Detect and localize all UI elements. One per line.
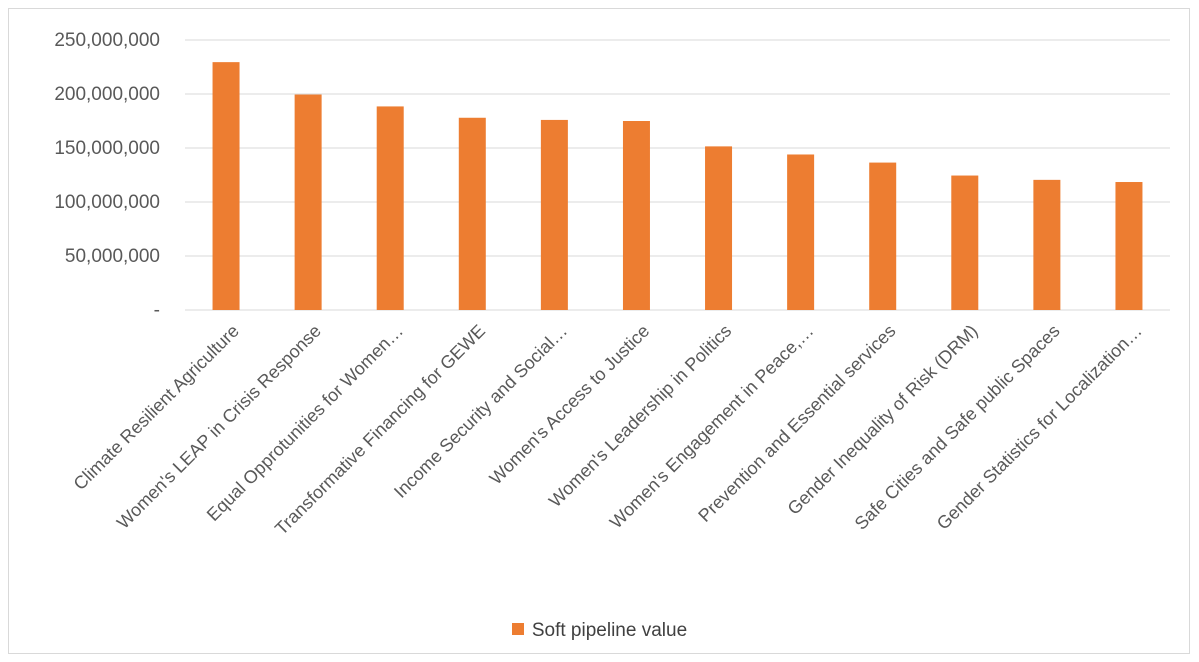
bar[interactable] <box>540 119 568 310</box>
bar[interactable] <box>294 94 322 310</box>
bar[interactable] <box>458 117 486 310</box>
legend-label: Soft pipeline value <box>531 620 688 641</box>
bar[interactable] <box>869 162 897 310</box>
bar[interactable] <box>787 154 815 310</box>
x-tick-label: Income Security and Social… <box>390 321 571 502</box>
bar[interactable] <box>951 175 979 310</box>
x-tick-label: Climate Resilient Agriculture <box>70 321 243 494</box>
legend-swatch <box>511 622 524 635</box>
bar[interactable] <box>212 62 240 310</box>
bar[interactable] <box>705 146 733 310</box>
y-tick-label: 200,000,000 <box>54 84 160 105</box>
x-tick-label: Women's Access to Justice <box>486 321 654 489</box>
chart-area <box>8 8 1190 654</box>
bar[interactable] <box>1115 182 1143 310</box>
y-tick-label: 150,000,000 <box>54 138 160 159</box>
y-tick-label: 100,000,000 <box>54 192 160 213</box>
y-tick-label: 250,000,000 <box>54 30 160 51</box>
bar[interactable] <box>376 106 404 310</box>
y-tick-label: 50,000,000 <box>65 246 160 267</box>
y-tick-label: - <box>154 300 160 321</box>
bar[interactable] <box>622 121 650 310</box>
bar[interactable] <box>1033 179 1061 310</box>
legend: Soft pipeline value <box>0 620 1199 642</box>
